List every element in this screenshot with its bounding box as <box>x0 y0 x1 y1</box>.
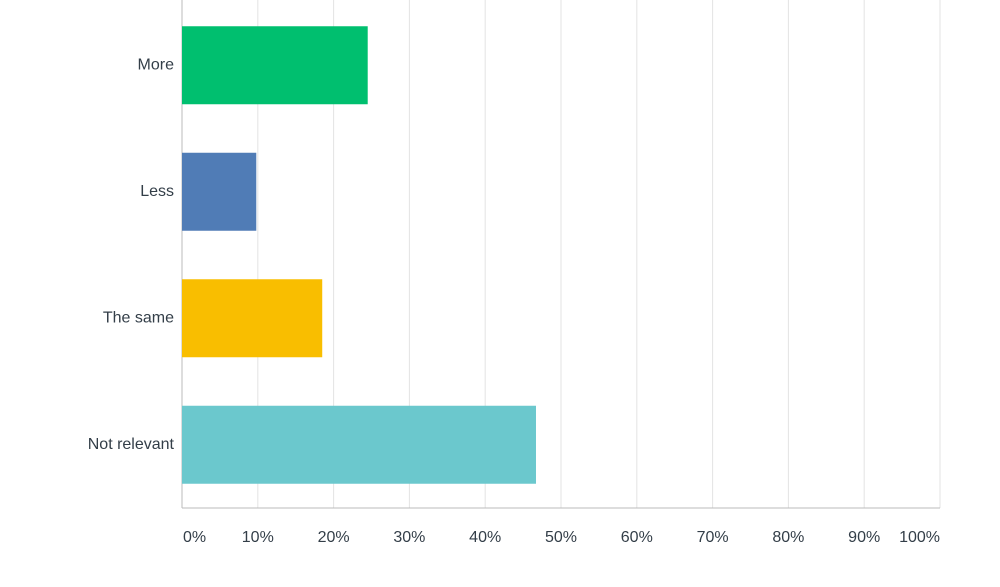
y-tick-label: The same <box>103 309 174 326</box>
x-tick-label: 100% <box>899 529 940 546</box>
x-tick-label: 10% <box>242 529 274 546</box>
x-tick-label: 90% <box>848 529 880 546</box>
x-tick-label: 80% <box>772 529 804 546</box>
x-tick-label: 60% <box>621 529 653 546</box>
bar <box>182 279 323 358</box>
bar <box>182 405 536 484</box>
x-tick-label: 0% <box>183 529 206 546</box>
x-tick-label: 50% <box>545 529 577 546</box>
bar <box>182 152 257 231</box>
y-tick-label: Not relevant <box>88 436 175 453</box>
y-tick-label: Less <box>140 183 174 200</box>
x-tick-label: 70% <box>697 529 729 546</box>
x-tick-label: 40% <box>469 529 501 546</box>
x-tick-label: 30% <box>393 529 425 546</box>
x-tick-label: 20% <box>318 529 350 546</box>
y-tick-label: More <box>138 56 175 73</box>
bar <box>182 26 368 105</box>
